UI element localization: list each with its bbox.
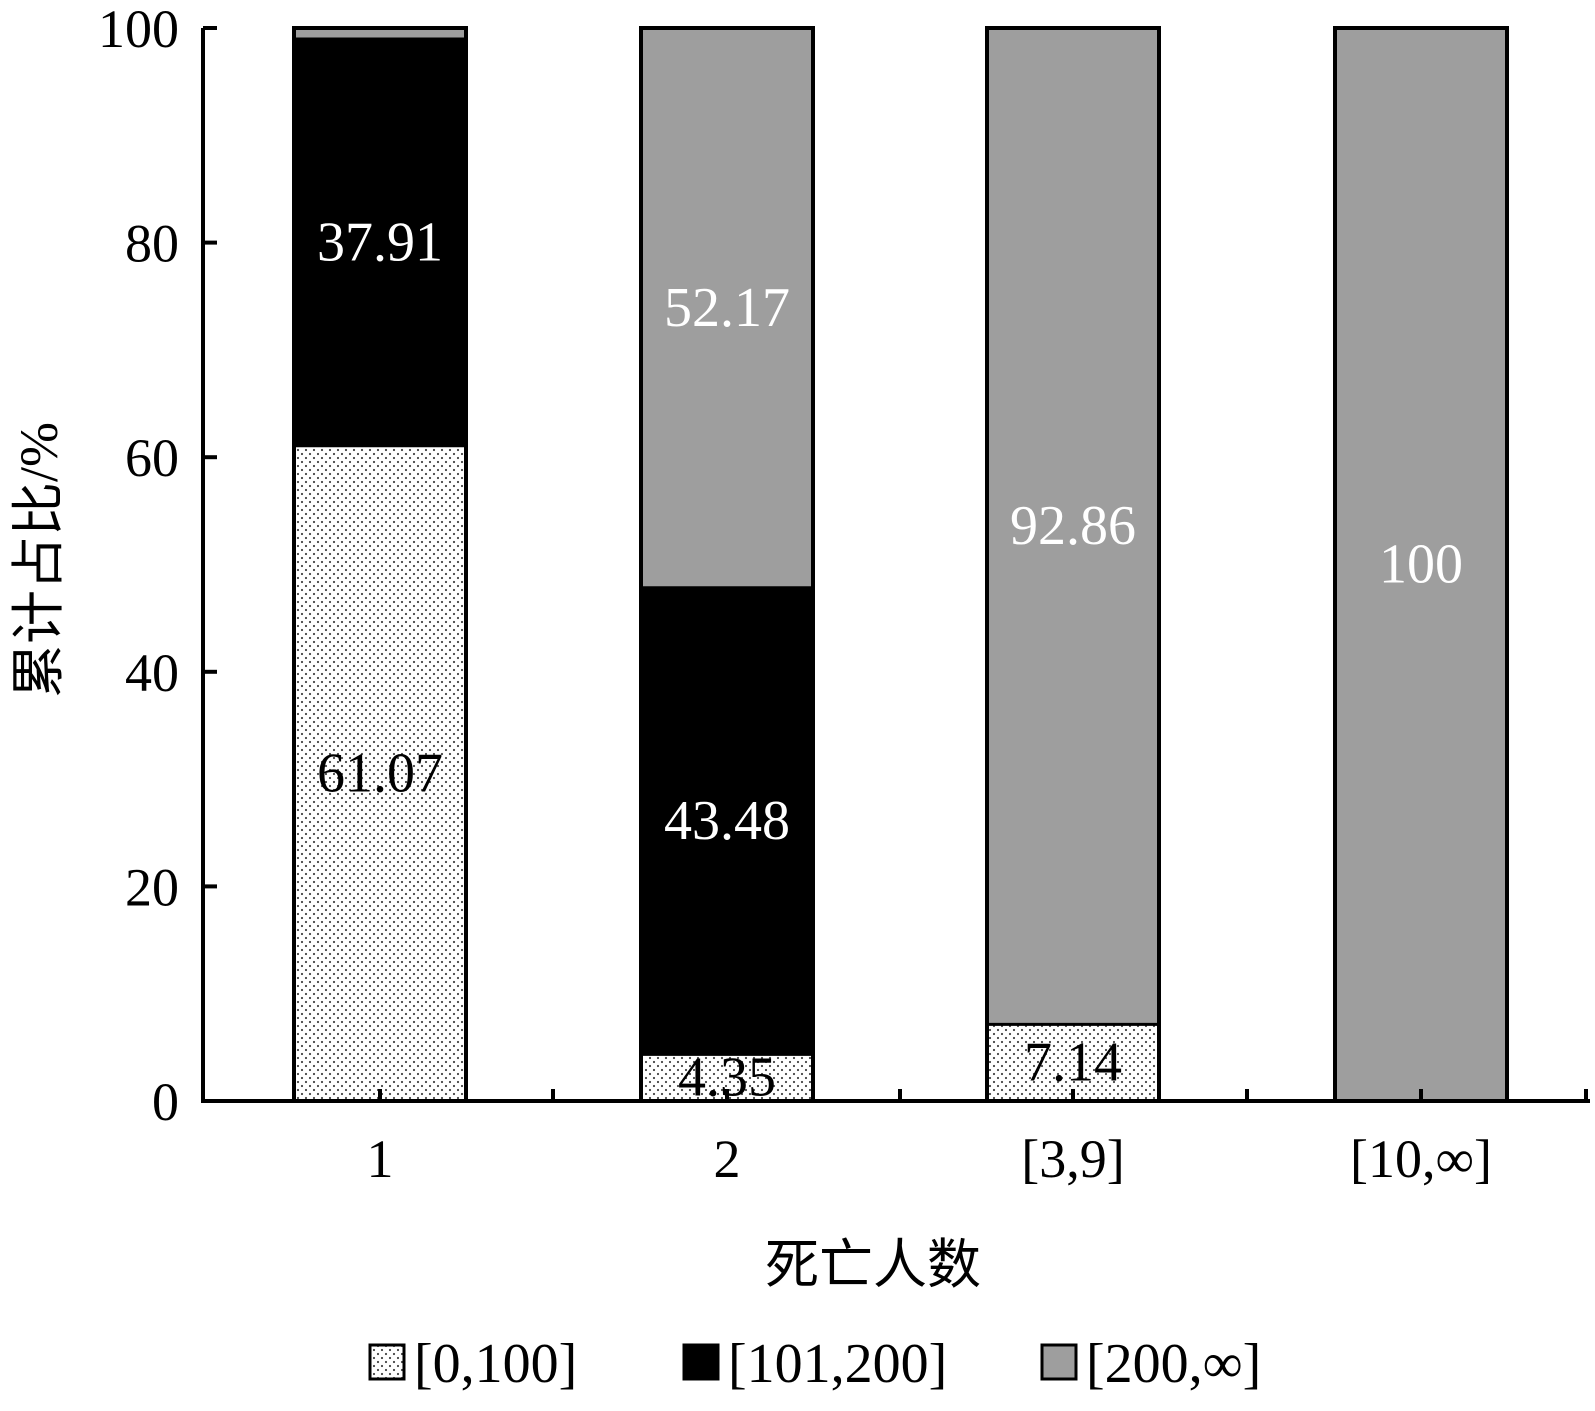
y-tick-label: 80 — [125, 214, 179, 274]
data-label: 61.07 — [317, 742, 443, 804]
y-tick-label: 20 — [125, 857, 179, 917]
data-label: 37.91 — [317, 211, 443, 273]
y-tick-label: 100 — [98, 0, 179, 59]
bar-segment-2-cat-1 — [294, 38, 466, 446]
data-label: 43.48 — [664, 790, 790, 852]
x-axis-title: 死亡人数 — [765, 1235, 981, 1295]
legend-swatch-3 — [1040, 1343, 1078, 1381]
data-label: 52.17 — [664, 277, 790, 339]
bar-segment-3-cat-1 — [294, 28, 466, 39]
bar-segment-3-cat-2 — [641, 28, 813, 588]
x-tick-label: 1 — [367, 1129, 394, 1189]
x-tick-label: 2 — [714, 1129, 741, 1189]
bar-segment-3-cat-3 — [987, 28, 1159, 1025]
bar-segment-1-cat-3 — [987, 1024, 1159, 1101]
legend-label-1: [0,100] — [414, 1333, 577, 1395]
legend-label-3: [200,∞] — [1086, 1333, 1261, 1395]
legend: [0,100] [101,200] [200,∞] — [368, 1333, 1261, 1395]
y-tick-label: 40 — [125, 643, 179, 703]
data-label: 100 — [1379, 534, 1463, 596]
legend-swatch-2 — [682, 1343, 720, 1381]
data-label: 7.14 — [1024, 1032, 1122, 1094]
data-label: 92.86 — [1010, 495, 1136, 557]
bar-segment-3-cat-4 — [1335, 28, 1507, 1101]
x-tick-label: [3,9] — [1021, 1129, 1124, 1189]
bar-segment-2-cat-2 — [641, 587, 813, 1055]
y-axis-title: 累计占比/% — [9, 422, 69, 698]
x-tick-label: [10,∞] — [1350, 1129, 1492, 1189]
bar-segment-1-cat-1 — [294, 445, 466, 1102]
axes-layer: 0 20 40 60 80 100 1 2 [3,9] [10,∞] — [98, 0, 1590, 1189]
legend-swatch-1 — [368, 1343, 406, 1381]
bars-layer — [292, 26, 1509, 1103]
y-tick-label: 0 — [152, 1072, 179, 1132]
y-tick-label: 60 — [125, 428, 179, 488]
legend-label-2: [101,200] — [728, 1333, 947, 1395]
